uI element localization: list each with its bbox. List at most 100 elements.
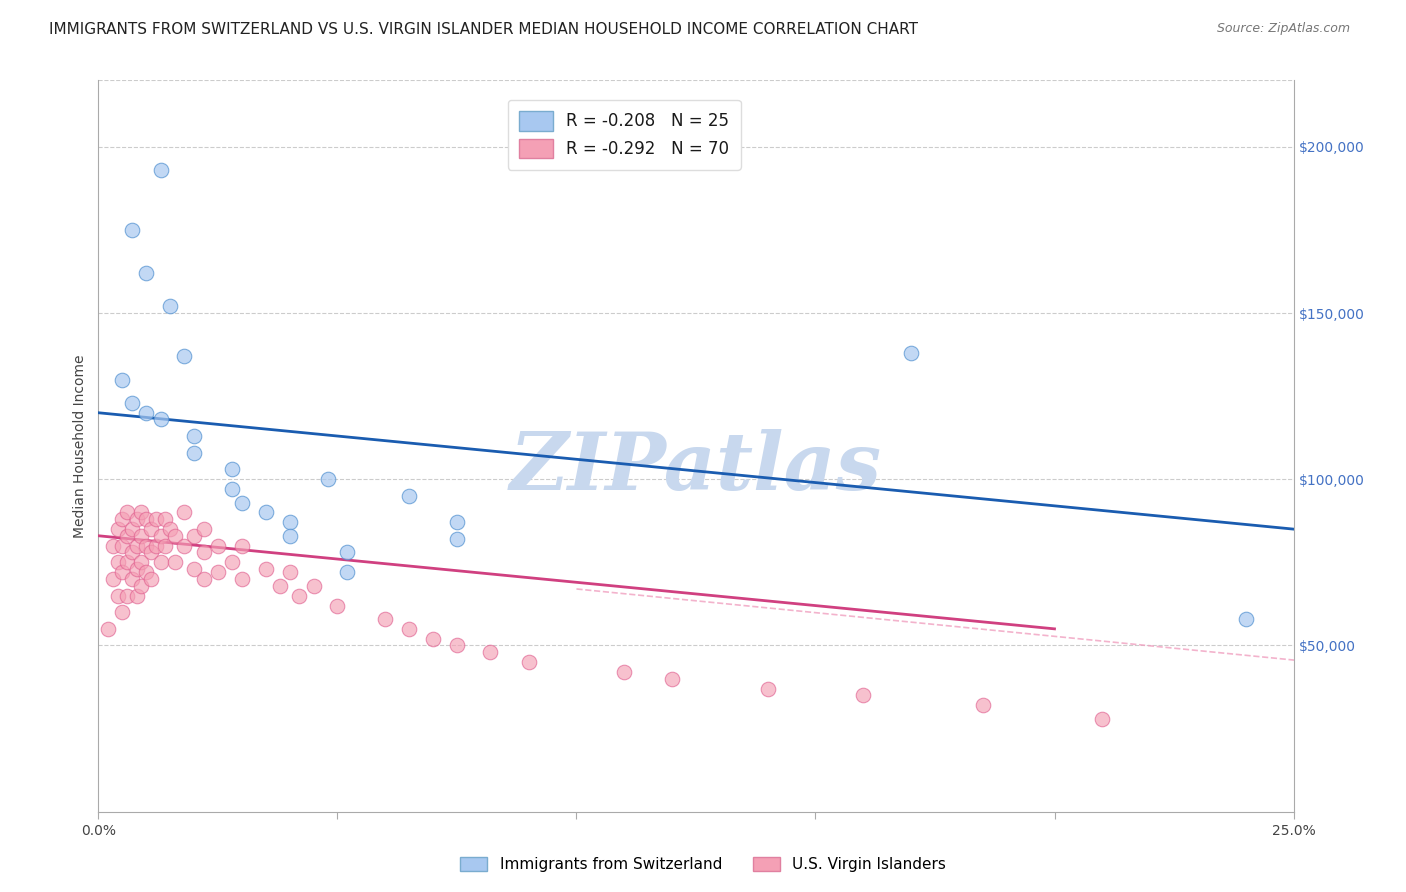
Point (121, 223, 143, 237)
Point (121, 396, 143, 410)
Point (231, 539, 253, 553)
Point (139, 572, 162, 586)
Point (316, 472, 339, 486)
Legend: R = -0.208   N = 25, R = -0.292   N = 70: R = -0.208 N = 25, R = -0.292 N = 70 (508, 100, 741, 169)
Point (135, 406, 157, 420)
Point (336, 566, 359, 580)
Point (155, 512, 177, 526)
Point (163, 529, 186, 543)
Point (446, 516, 468, 530)
Point (149, 529, 172, 543)
Point (131, 529, 153, 543)
Point (221, 555, 243, 569)
Point (278, 516, 301, 530)
Point (149, 555, 172, 569)
Point (254, 506, 277, 520)
Point (661, 672, 683, 686)
Point (111, 566, 134, 580)
Point (231, 572, 253, 586)
Point (374, 612, 396, 626)
Point (517, 655, 540, 669)
Point (183, 445, 205, 459)
Point (159, 522, 181, 536)
Point (173, 506, 195, 520)
Point (107, 522, 129, 536)
Point (278, 566, 301, 580)
Point (159, 299, 181, 313)
Point (111, 605, 134, 619)
Legend: Immigrants from Switzerland, U.S. Virgin Islanders: Immigrants from Switzerland, U.S. Virgin… (453, 849, 953, 880)
Text: ZIPatlas: ZIPatlas (510, 429, 882, 507)
Point (121, 572, 143, 586)
Point (398, 489, 420, 503)
Point (852, 689, 875, 703)
Point (1091, 712, 1114, 726)
Point (207, 539, 229, 553)
Point (173, 349, 195, 363)
Text: Source: ZipAtlas.com: Source: ZipAtlas.com (1216, 22, 1350, 36)
Point (135, 266, 157, 280)
Point (446, 532, 468, 546)
Point (193, 545, 215, 559)
Point (900, 346, 922, 360)
Point (97, 622, 120, 636)
Point (125, 589, 148, 603)
Point (149, 412, 172, 426)
Point (125, 539, 148, 553)
Point (1234, 612, 1257, 626)
Point (135, 512, 157, 526)
Point (613, 665, 636, 679)
Point (479, 645, 502, 659)
Point (193, 572, 215, 586)
Point (183, 529, 205, 543)
Point (163, 555, 186, 569)
Point (107, 589, 129, 603)
Point (145, 539, 167, 553)
Point (336, 545, 359, 559)
Point (101, 572, 124, 586)
Point (221, 482, 243, 496)
Point (125, 562, 148, 576)
Point (183, 562, 205, 576)
Point (326, 599, 349, 613)
Point (131, 506, 153, 520)
Point (193, 522, 215, 536)
Point (131, 579, 153, 593)
Point (302, 579, 325, 593)
Point (135, 566, 157, 580)
Point (131, 555, 153, 569)
Point (278, 529, 301, 543)
Point (101, 539, 124, 553)
Point (183, 429, 205, 443)
Point (135, 539, 157, 553)
Point (139, 522, 162, 536)
Point (115, 555, 138, 569)
Point (111, 539, 134, 553)
Point (107, 555, 129, 569)
Point (288, 589, 311, 603)
Point (111, 512, 134, 526)
Point (269, 579, 291, 593)
Point (221, 462, 243, 476)
Point (446, 639, 468, 653)
Point (422, 632, 444, 646)
Point (149, 163, 172, 178)
Point (121, 522, 143, 536)
Point (139, 545, 162, 559)
Point (115, 529, 138, 543)
Text: IMMIGRANTS FROM SWITZERLAND VS U.S. VIRGIN ISLANDER MEDIAN HOUSEHOLD INCOME CORR: IMMIGRANTS FROM SWITZERLAND VS U.S. VIRG… (49, 22, 918, 37)
Point (115, 506, 138, 520)
Point (756, 681, 779, 696)
Point (231, 495, 253, 509)
Point (125, 512, 148, 526)
Point (207, 566, 229, 580)
Point (145, 512, 167, 526)
Point (398, 622, 420, 636)
Point (972, 698, 994, 713)
Point (254, 562, 277, 576)
Point (155, 539, 177, 553)
Point (173, 539, 195, 553)
Point (121, 545, 143, 559)
Y-axis label: Median Household Income: Median Household Income (73, 354, 87, 538)
Point (115, 589, 138, 603)
